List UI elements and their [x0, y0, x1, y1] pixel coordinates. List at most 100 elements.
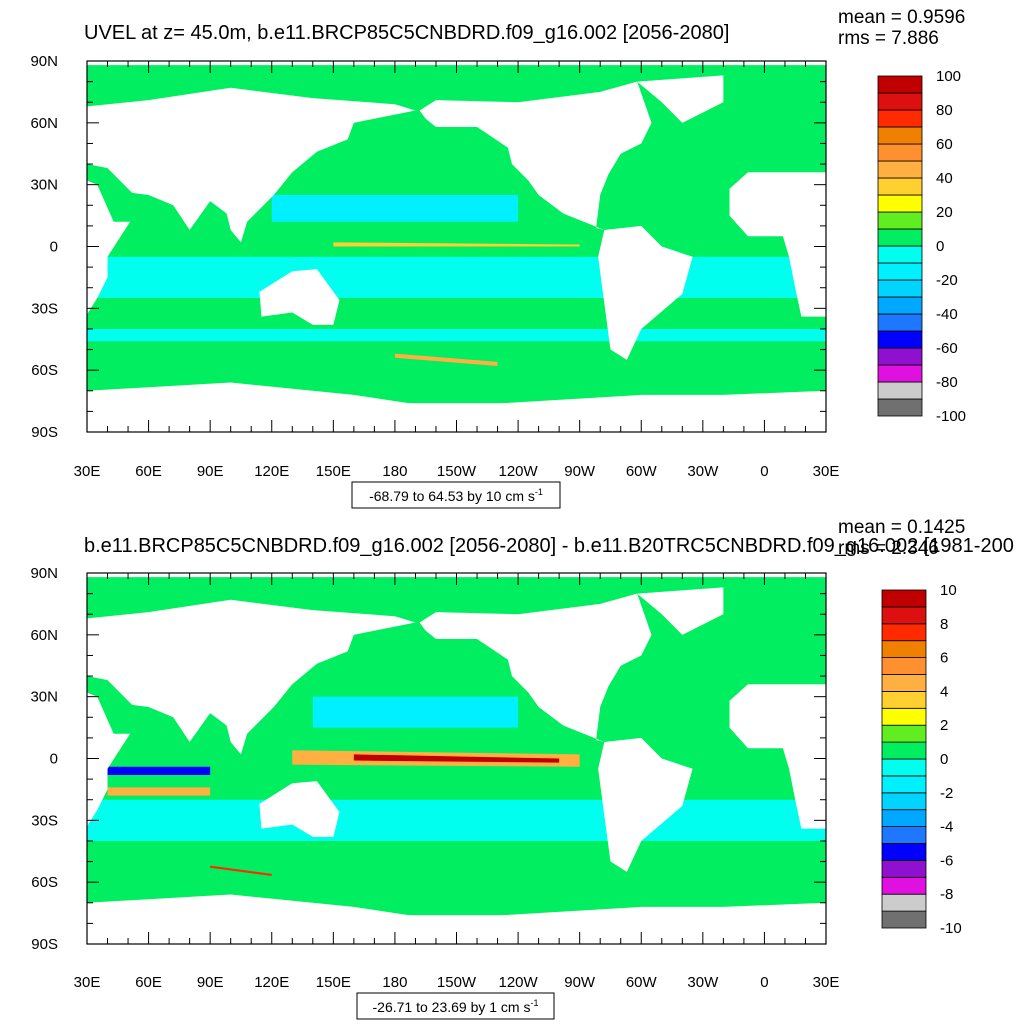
stat-annotation: mean = 0.1425: [838, 517, 965, 538]
y-tick-label: 60N: [30, 115, 58, 132]
colorbar-box: [877, 398, 923, 417]
y-tick-label: 90N: [30, 565, 58, 582]
colorbar-box: [881, 876, 927, 895]
y-tick-label: 0: [50, 751, 58, 768]
colorbar-label: -100: [936, 408, 966, 425]
y-tick-label: 60S: [31, 874, 58, 891]
colorbar-box: [877, 143, 923, 162]
colorbar-box: [877, 262, 923, 281]
x-tick-label: 30E: [74, 463, 101, 480]
colorbar-box: [881, 758, 927, 777]
field-band: [107, 766, 211, 775]
colorbar-label: 10: [940, 582, 957, 599]
x-tick-label: 60W: [626, 974, 658, 991]
colorbar-box: [877, 92, 923, 111]
colorbar-label: -60: [936, 340, 958, 357]
colorbar-box: [877, 313, 923, 332]
land: [598, 737, 693, 872]
x-tick-label: 180: [382, 463, 407, 480]
land: [419, 81, 652, 231]
x-tick-label: 30W: [687, 974, 719, 991]
colorbar-box: [881, 826, 927, 844]
map-panel: UVEL at z= 45.0m, b.e11.BRCP85C5CNBDRD.f…: [30, 7, 966, 509]
land: [729, 172, 826, 317]
colorbar-box: [881, 860, 927, 878]
colorbar-box: [877, 364, 923, 383]
colorbar-box: [881, 707, 927, 726]
colorbar-box: [877, 194, 923, 213]
x-tick-label: 60E: [135, 463, 162, 480]
land: [637, 75, 724, 123]
colorbar-box: [881, 606, 927, 625]
colorbar-label: 0: [940, 751, 948, 768]
colorbar-label: -8: [940, 886, 953, 903]
y-tick-label: 90N: [30, 53, 58, 70]
land: [419, 593, 652, 743]
colorbar-label: -20: [936, 272, 958, 289]
colorbar-label: -2: [940, 785, 953, 802]
x-tick-label: 30E: [813, 974, 840, 991]
x-tick-label: 120E: [254, 974, 289, 991]
x-tick-label: 30E: [74, 974, 101, 991]
colorbar-box: [881, 589, 927, 608]
colorbar-box: [881, 809, 927, 828]
colorbar-box: [877, 279, 923, 298]
x-tick-label: 150E: [316, 463, 351, 480]
colorbar-box: [881, 893, 927, 912]
x-tick-label: 120W: [498, 463, 538, 480]
colorbar-box: [881, 775, 927, 794]
colorbar-box: [881, 674, 927, 692]
stat-annotation: rms = 2.346: [838, 538, 939, 559]
x-tick-label: 90E: [197, 463, 224, 480]
land: [87, 87, 416, 243]
field-band: [210, 865, 272, 876]
colorbar-box: [881, 724, 927, 743]
land: [87, 692, 131, 827]
field-band: [333, 242, 580, 247]
x-tick-label: 30W: [687, 463, 719, 480]
y-tick-label: 30N: [30, 689, 58, 706]
field-band: [312, 696, 519, 728]
x-tick-label: 150W: [437, 974, 477, 991]
land: [259, 269, 340, 325]
colorbar-box: [881, 640, 927, 659]
info-label: -68.79 to 64.53 by 10 cm s-1: [369, 487, 543, 504]
y-tick-label: 30S: [31, 300, 58, 317]
colorbar-box: [877, 75, 923, 94]
colorbar-box: [877, 347, 923, 366]
field-band: [353, 754, 560, 763]
colorbar-box: [877, 177, 923, 196]
colorbar-label: 2: [940, 717, 948, 734]
colorbar-label: -4: [940, 819, 953, 836]
field-band: [87, 328, 826, 342]
colorbar-box: [881, 792, 927, 811]
land: [87, 382, 826, 432]
land: [87, 180, 131, 315]
colorbar-box: [877, 126, 923, 145]
x-tick-label: 30E: [813, 463, 840, 480]
colorbar-box: [877, 330, 923, 349]
colorbar-label: 40: [936, 170, 953, 187]
y-tick-label: 60S: [31, 362, 58, 379]
colorbar-box: [877, 160, 923, 179]
colorbar-label: -40: [936, 306, 958, 323]
x-tick-label: 60W: [626, 463, 658, 480]
y-tick-label: 0: [50, 239, 58, 256]
x-tick-label: 0: [760, 463, 768, 480]
info-label-text: -26.71 to 23.69 by 1 cm s: [373, 999, 531, 1015]
colorbar-box: [877, 109, 923, 128]
colorbar-label: 6: [940, 650, 948, 667]
x-tick-label: 0: [760, 974, 768, 991]
land: [259, 781, 340, 837]
colorbar-label: 0: [936, 238, 944, 255]
x-tick-label: 150W: [437, 463, 477, 480]
y-tick-label: 90S: [31, 424, 58, 441]
land: [637, 587, 724, 635]
stat-annotation: mean = 0.9596: [838, 7, 965, 28]
colorbar-label: 80: [936, 102, 953, 119]
y-tick-label: 30N: [30, 177, 58, 194]
colorbar-label: 8: [940, 616, 948, 633]
x-tick-label: 120W: [498, 974, 538, 991]
